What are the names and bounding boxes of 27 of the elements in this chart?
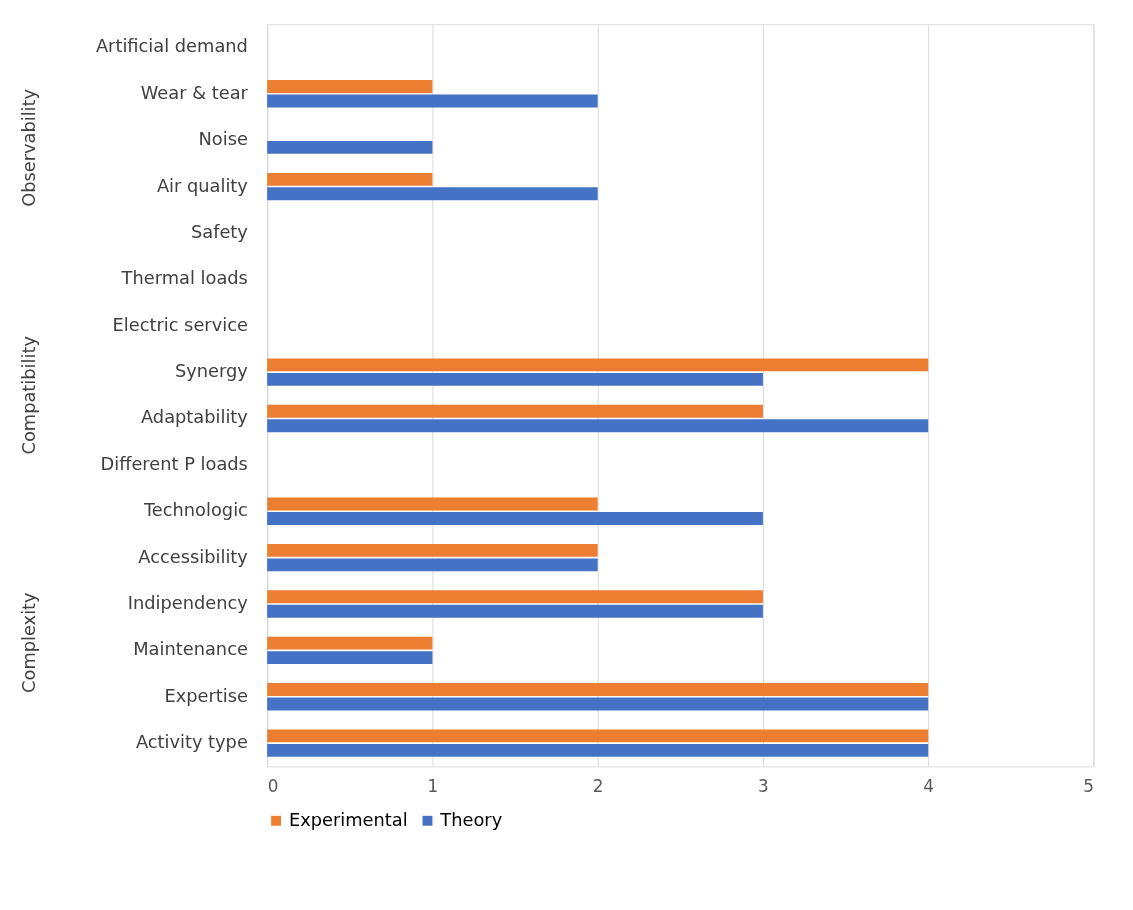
x-tick-label: 5 bbox=[1083, 775, 1094, 796]
text: Complexity bbox=[17, 592, 39, 693]
y-tick-label: Accessibility bbox=[138, 545, 248, 567]
x-tick-label: 3 bbox=[758, 775, 769, 796]
x-tick-label: 1 bbox=[427, 775, 439, 796]
legend-label: Experimental bbox=[288, 808, 408, 830]
text: Compatibility bbox=[17, 336, 39, 455]
text: Observability bbox=[17, 88, 39, 207]
y-tick-label: Indipendency bbox=[127, 591, 248, 613]
y-tick-label: Expertise bbox=[164, 684, 248, 706]
y-tick-label: Electric service bbox=[112, 313, 248, 335]
y-tick-label: Adaptability bbox=[140, 406, 248, 428]
y-tick-label: Activity type bbox=[135, 731, 248, 753]
y-tick-label: Wear & tear bbox=[140, 81, 249, 103]
y-tick-label: Artificial demand bbox=[95, 35, 248, 57]
x-tick-label: 0 bbox=[267, 775, 279, 796]
y-tick-label: Thermal loads bbox=[120, 267, 248, 289]
y-tick-label: Maintenance bbox=[133, 638, 248, 660]
x-tick-label: 2 bbox=[592, 775, 604, 796]
y-tick-label: Air quality bbox=[156, 174, 248, 196]
y-tick-label: Safety bbox=[190, 220, 248, 242]
y-tick-label: Noise bbox=[198, 128, 248, 150]
y-tick-label: Synergy bbox=[174, 360, 248, 382]
legend-label: Theory bbox=[439, 808, 503, 830]
x-tick-label: 4 bbox=[923, 775, 935, 796]
y-tick-label: Different P loads bbox=[100, 452, 248, 474]
y-tick-label: Technologic bbox=[142, 499, 248, 521]
